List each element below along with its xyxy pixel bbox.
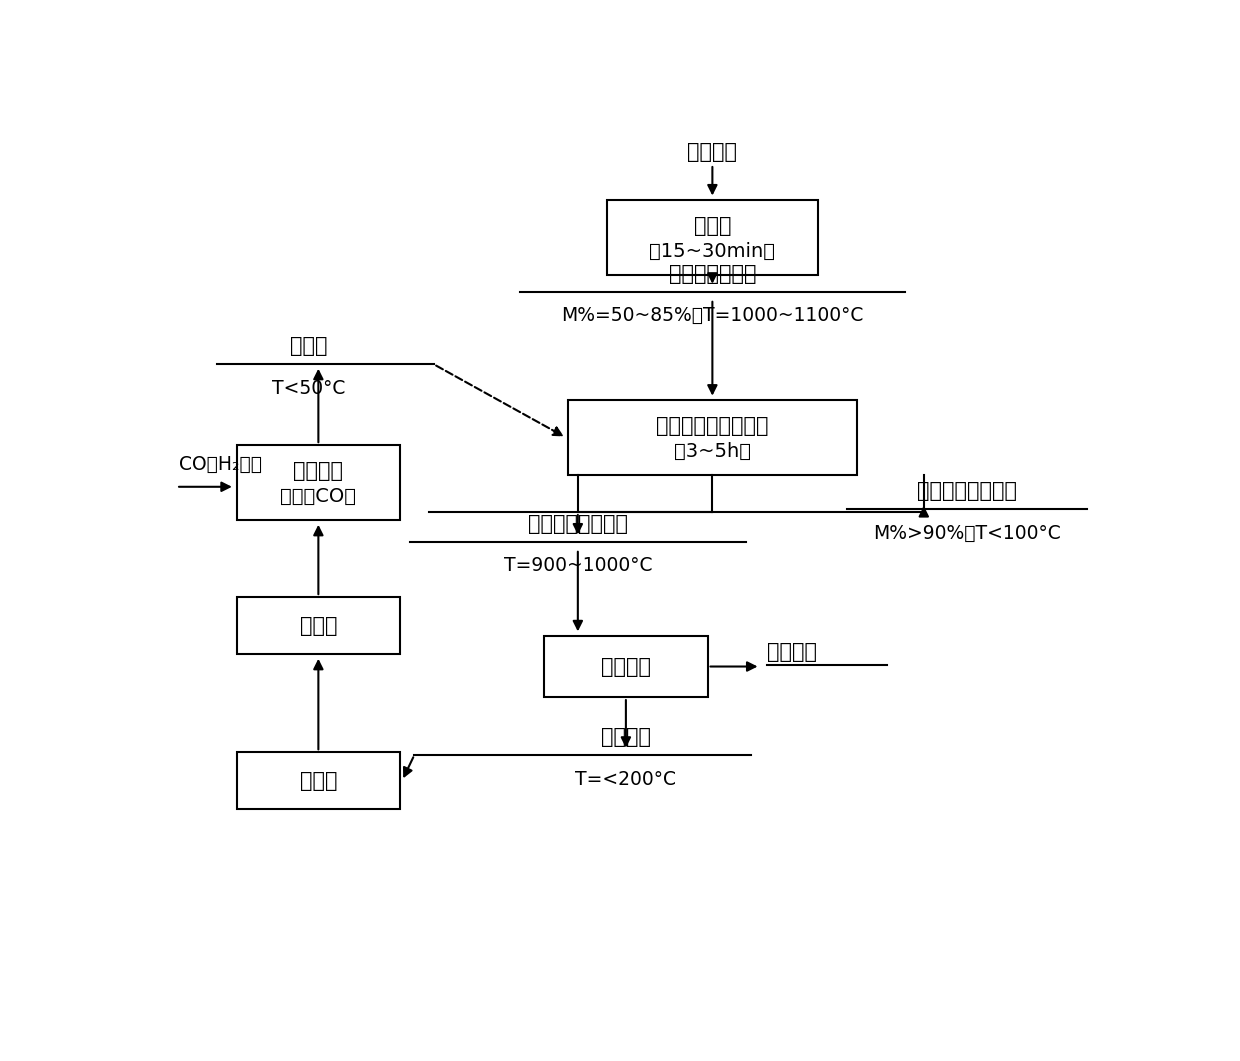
Text: 还原换热高温烟气: 还原换热高温烟气: [528, 515, 627, 534]
Text: 低温烟气: 低温烟气: [601, 727, 651, 747]
Text: T=900~1000°C: T=900~1000°C: [503, 556, 652, 575]
Text: 还原气: 还原气: [290, 336, 327, 356]
Bar: [544, 636, 708, 697]
Text: 余热锅炉: 余热锅炉: [601, 657, 651, 677]
Text: 含碳球团: 含碳球团: [687, 142, 738, 162]
Bar: [237, 446, 401, 520]
Bar: [606, 201, 818, 275]
Text: 深度还原低温球团: 深度还原低温球团: [918, 481, 1017, 501]
Text: T=<200°C: T=<200°C: [575, 770, 676, 788]
Text: M%=50~85%、T=1000~1100°C: M%=50~85%、T=1000~1100°C: [562, 306, 863, 325]
Text: CO、H₂补充: CO、H₂补充: [179, 455, 262, 474]
Text: 水冷器: 水冷器: [300, 771, 337, 790]
Text: （3~5h）: （3~5h）: [673, 441, 751, 460]
Text: 转底炉: 转底炉: [693, 216, 732, 237]
Text: M%>90%、T<100°C: M%>90%、T<100°C: [873, 524, 1061, 543]
Bar: [568, 400, 857, 475]
Text: （15~30min）: （15~30min）: [650, 242, 775, 261]
Text: 变压吸附: 变压吸附: [294, 462, 343, 482]
Text: 预还原多孔球团: 预还原多孔球团: [668, 264, 756, 284]
Bar: [237, 752, 401, 810]
Text: 除湿器: 除湿器: [300, 615, 337, 636]
Text: 过热蒸气: 过热蒸气: [768, 642, 817, 662]
Bar: [237, 597, 401, 655]
Text: 竖式还原冷却反应器: 竖式还原冷却反应器: [656, 417, 769, 436]
Text: （针对CO）: （针对CO）: [280, 487, 356, 506]
Text: T<50°C: T<50°C: [272, 379, 346, 398]
